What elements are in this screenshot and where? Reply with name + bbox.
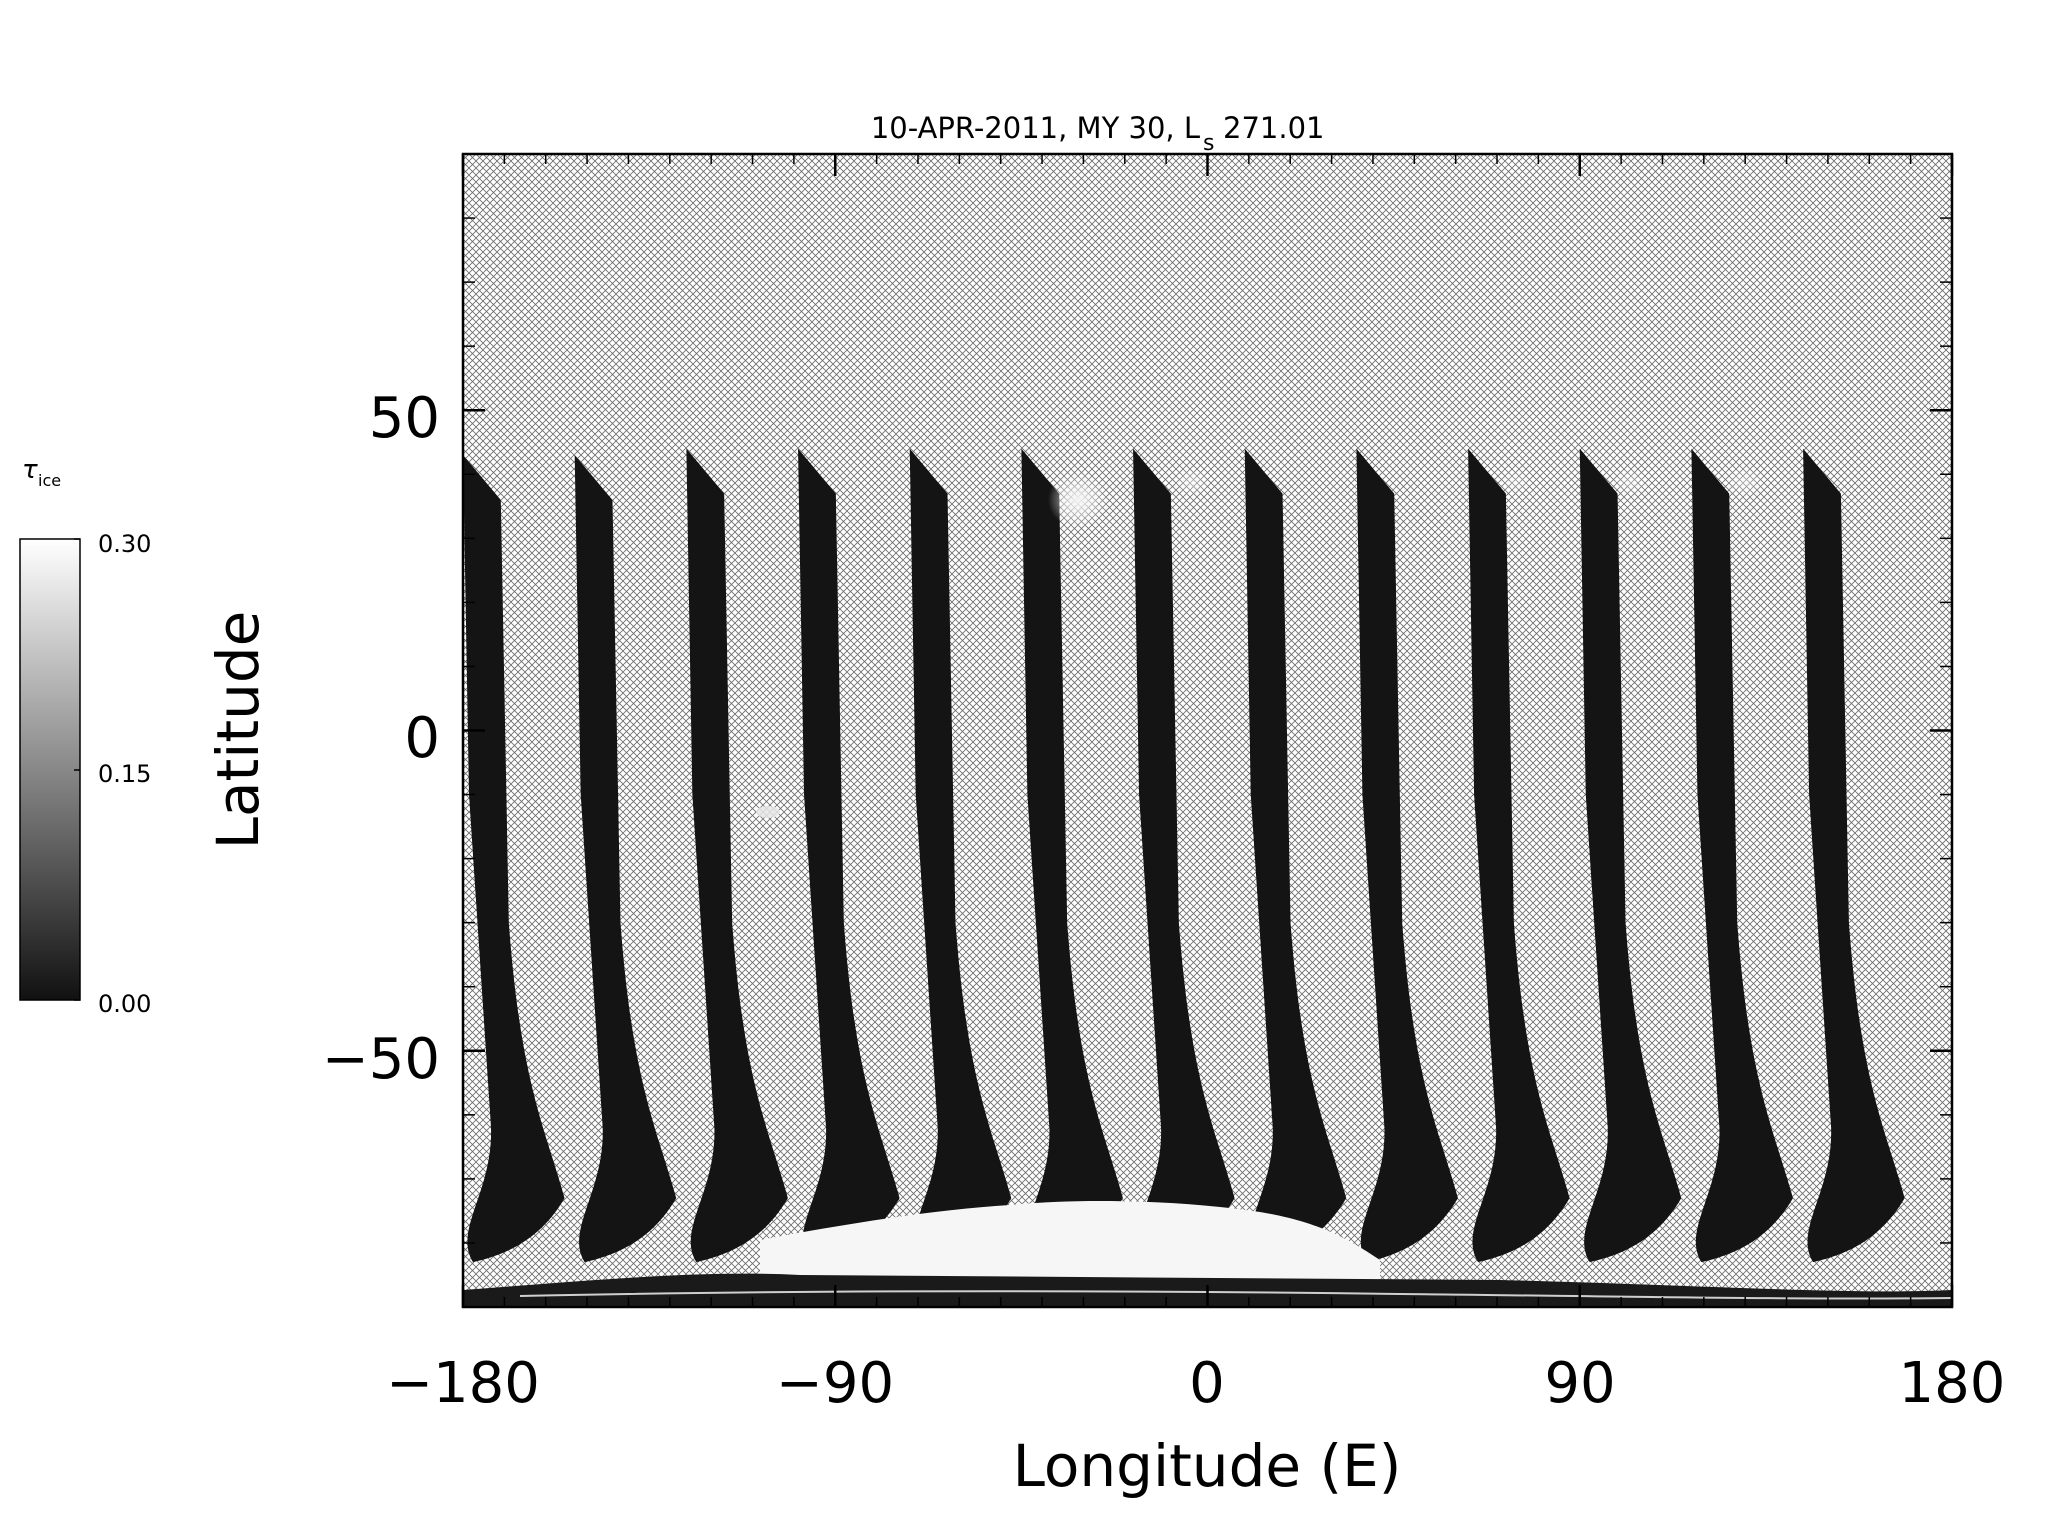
- swath-1: [574, 455, 677, 1263]
- colorbar-tick-label: 0.00: [98, 990, 151, 1018]
- plot-area: [461, 152, 1954, 1309]
- x-axis-ticks: [461, 154, 1954, 1307]
- swath-7: [1244, 448, 1347, 1263]
- y-tick-label: 0: [404, 706, 440, 771]
- colorbar-gradient: [19, 538, 81, 1001]
- bright-cloud-spots: [756, 466, 1765, 818]
- y-axis-label: Latitude: [204, 611, 272, 850]
- colorbar-tick-label: 0.15: [98, 760, 151, 788]
- observation-swaths: [463, 448, 1905, 1263]
- map-title: 10-APR-2011, MY 30, L: [871, 111, 1200, 145]
- colorbar-label: τ: [22, 455, 38, 485]
- y-axis-ticks: [463, 153, 1952, 1308]
- x-tick-label: −90: [776, 1351, 894, 1416]
- swath-3: [798, 448, 900, 1263]
- colorbar-tick-label: 0.30: [98, 530, 151, 558]
- swath-9: [1468, 448, 1570, 1263]
- x-axis-label: Longitude (E): [1013, 1432, 1402, 1500]
- swath-12: [1803, 448, 1905, 1263]
- y-tick-label: −50: [322, 1027, 440, 1092]
- swath-8: [1356, 448, 1458, 1263]
- swath-6: [1133, 448, 1235, 1263]
- map-title-value: 271.01: [1223, 111, 1324, 145]
- colorbar: τ ice 0.30 0.15 0.00: [19, 455, 151, 1018]
- swath-2: [686, 448, 788, 1263]
- x-tick-label: 180: [1899, 1351, 2006, 1416]
- swath-4: [909, 448, 1012, 1263]
- x-tick-label: 90: [1544, 1351, 1615, 1416]
- map-title-subscript: s: [1203, 131, 1214, 156]
- swath-11: [1691, 448, 1793, 1263]
- y-tick-label: 50: [369, 386, 440, 451]
- colorbar-label-subscript: ice: [38, 471, 61, 490]
- swath-5: [1021, 448, 1123, 1263]
- x-tick-labels: −180 −90 0 90 180: [386, 1351, 2005, 1416]
- x-tick-label: −180: [386, 1351, 540, 1416]
- swath-0: [463, 455, 565, 1263]
- y-tick-labels: −50 0 50: [322, 386, 440, 1092]
- swath-10: [1579, 448, 1682, 1263]
- x-tick-label: 0: [1189, 1351, 1225, 1416]
